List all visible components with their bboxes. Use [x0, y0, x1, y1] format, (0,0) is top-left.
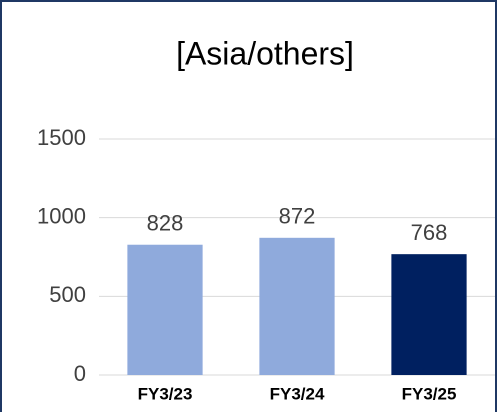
y-tick-label: 0 [74, 361, 86, 386]
x-tick-label: FY3/23 [138, 384, 193, 403]
bar [127, 244, 203, 375]
value-label: 872 [279, 204, 316, 229]
value-label: 768 [411, 220, 448, 245]
x-tick-label: FY3/25 [402, 384, 457, 403]
bar [391, 254, 467, 375]
y-tick-label: 1000 [37, 203, 86, 228]
bar [259, 237, 335, 375]
x-tick-label: FY3/24 [270, 384, 325, 403]
chart-title: [Asia/others] [176, 35, 354, 71]
y-tick-label: 1500 [37, 125, 86, 150]
value-label: 828 [147, 211, 184, 236]
y-tick-label: 500 [49, 282, 86, 307]
